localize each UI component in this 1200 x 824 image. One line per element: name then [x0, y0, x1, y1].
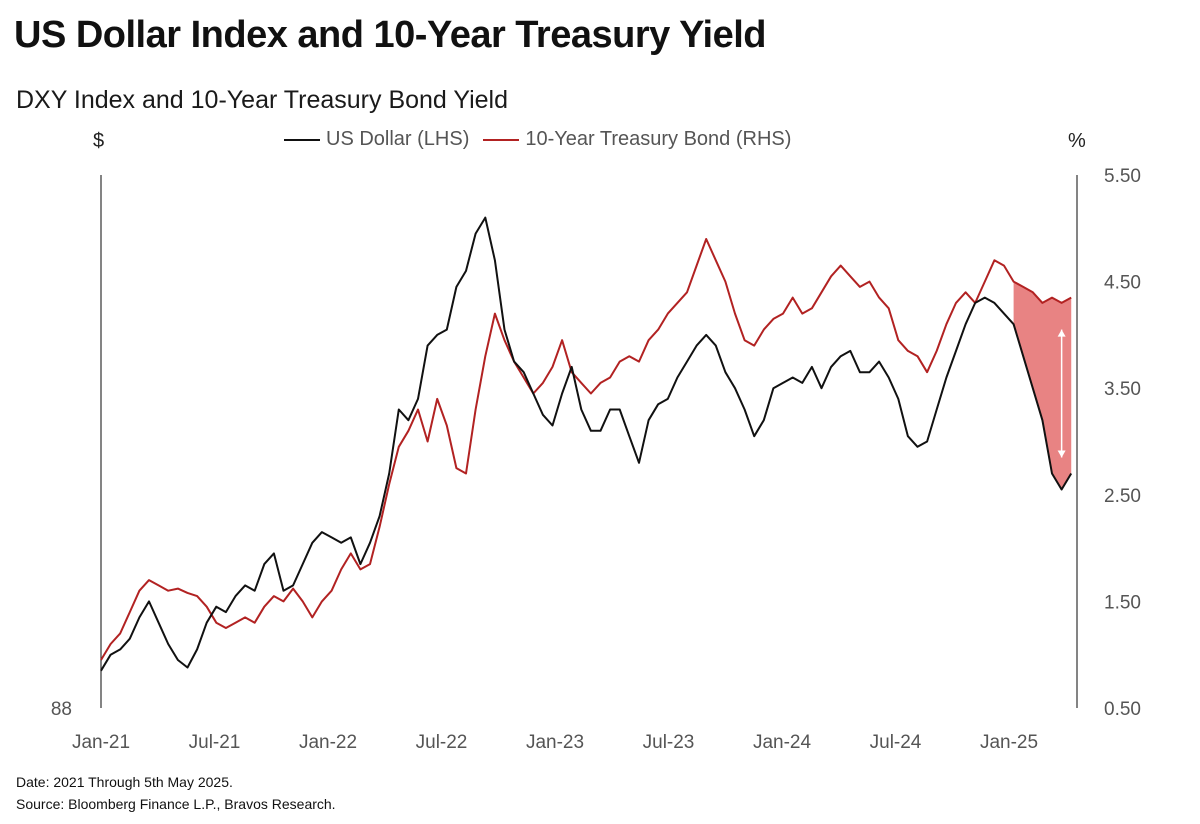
x-tick-label: Jan-24 [753, 732, 812, 753]
chart-title: US Dollar Index and 10-Year Treasury Yie… [14, 14, 767, 56]
right-tick-label: 1.50 [1104, 592, 1141, 613]
left-tick-label: 88 [51, 699, 72, 720]
footer-date-note: Date: 2021 Through 5th May 2025. [16, 774, 233, 790]
chart-legend: US Dollar (LHS) 10-Year Treasury Bond (R… [284, 128, 791, 151]
legend-swatch-usd [284, 138, 320, 141]
x-tick-label: Jan-25 [980, 732, 1038, 753]
left-axis-unit: $ [93, 130, 105, 152]
divergence-shade [1013, 281, 1072, 490]
legend-swatch-treasury [483, 138, 520, 141]
series-line-usd [100, 216, 1073, 672]
x-tick-label: Jan-23 [526, 732, 584, 753]
right-tick-label: 5.50 [1104, 166, 1141, 187]
legend-label-treasury: 10-Year Treasury Bond (RHS) [525, 128, 792, 150]
legend-item-treasury: 10-Year Treasury Bond (RHS) [483, 128, 791, 151]
chart-subtitle: DXY Index and 10-Year Treasury Bond Yiel… [16, 86, 508, 114]
series-line-treasury [100, 238, 1072, 661]
right-axis-unit: % [1068, 130, 1086, 152]
divergence-arrow-head-top [1057, 329, 1066, 337]
right-tick-label: 2.50 [1104, 486, 1141, 507]
x-tick-label: Jul-24 [870, 732, 922, 753]
right-tick-label: 4.50 [1104, 273, 1141, 294]
right-tick-label: 0.50 [1104, 699, 1141, 720]
x-tick-label: Jul-22 [416, 732, 468, 753]
x-tick-label: Jul-21 [189, 732, 241, 753]
x-tick-label: Jul-23 [643, 732, 695, 753]
right-tick-label: 3.50 [1104, 379, 1141, 400]
legend-item-usd: US Dollar (LHS) [284, 128, 469, 151]
x-tick-label: Jan-22 [299, 732, 357, 753]
divergence-arrow-head-bottom [1057, 450, 1066, 458]
x-tick-label: Jan-21 [72, 732, 130, 753]
legend-label-usd: US Dollar (LHS) [326, 128, 470, 150]
footer-source-note: Source: Bloomberg Finance L.P., Bravos R… [16, 796, 336, 812]
